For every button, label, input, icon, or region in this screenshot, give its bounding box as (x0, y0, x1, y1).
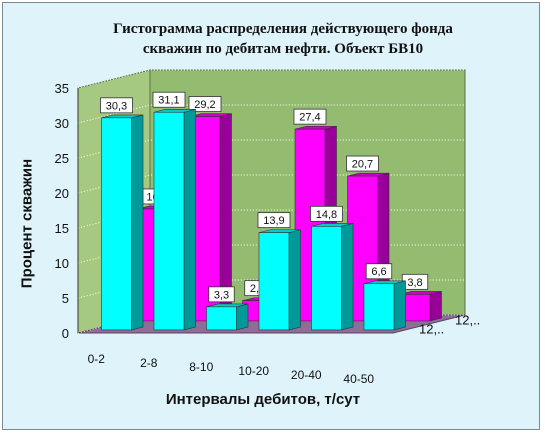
data-label: 27,4 (299, 112, 320, 124)
bar-side (131, 114, 144, 331)
x-axis-label: Интервалы дебитов, т/сут (165, 391, 361, 408)
x-tick-label: 0-2 (88, 352, 106, 366)
bar-side (288, 229, 301, 331)
y-axis-label: Процент скважин (18, 158, 36, 289)
data-label: 13,9 (263, 215, 284, 227)
chart-title-line1: Гистограмма распределения действующего ф… (113, 21, 453, 37)
data-label: 20,7 (352, 159, 373, 171)
data-label: 31,1 (158, 95, 179, 107)
bar (101, 117, 132, 331)
series-label: 12,.. (419, 322, 444, 337)
bar-side (429, 291, 442, 322)
bar (258, 232, 290, 331)
data-label: 3,3 (214, 289, 229, 301)
x-tick-label: 10-20 (238, 364, 269, 378)
x-tick-label: 8-10 (189, 360, 213, 374)
data-label-box (208, 286, 235, 303)
y-tick-label: 25 (55, 151, 69, 166)
series-label: 12,.. (455, 313, 480, 328)
bar-chart-3d: 0 5 10 15 20 25 30 35 0-2 2-8 8-10 10-20 20-40 40-50 1… (55, 69, 480, 386)
y-tick-label: 5 (62, 291, 69, 306)
chart-frame: Гистограмма распределения действующего ф… (2, 2, 540, 430)
data-label-box (100, 97, 133, 114)
data-label-box (293, 108, 327, 125)
data-label: 14,8 (316, 209, 337, 221)
bar-side (236, 303, 249, 331)
gridline (77, 69, 465, 89)
x-tick-label: 40-50 (343, 372, 374, 386)
data-label-box (188, 96, 222, 112)
y-tick-label: 10 (55, 256, 69, 271)
data-label: 3,8 (407, 277, 422, 289)
data-label-box (152, 91, 186, 108)
y-tick-label: 20 (55, 186, 69, 201)
y-tick-label: 35 (55, 81, 69, 96)
bar (206, 306, 237, 331)
gridline (77, 104, 465, 124)
bar (153, 111, 185, 331)
x-tick-label: 20-40 (291, 368, 322, 382)
data-label: 29,2 (194, 99, 215, 111)
data-label-box (257, 212, 291, 229)
data-label: 6,6 (371, 266, 386, 278)
bar (311, 226, 342, 331)
data-label-box (346, 155, 379, 172)
bar (363, 283, 395, 331)
data-label: 30,3 (106, 100, 127, 112)
y-tick-label: 0 (62, 326, 69, 341)
bar-side (393, 280, 406, 331)
y-tick-label: 30 (55, 116, 69, 131)
x-tick-label: 2-8 (140, 356, 158, 370)
chart-title-line2: скважин по дебитам нефти. Объект БВ10 (142, 41, 424, 57)
data-label-box (365, 263, 393, 280)
bar-side (183, 108, 196, 331)
bar-side (341, 223, 354, 331)
data-label-box (310, 205, 343, 222)
y-tick-label: 15 (55, 221, 69, 236)
